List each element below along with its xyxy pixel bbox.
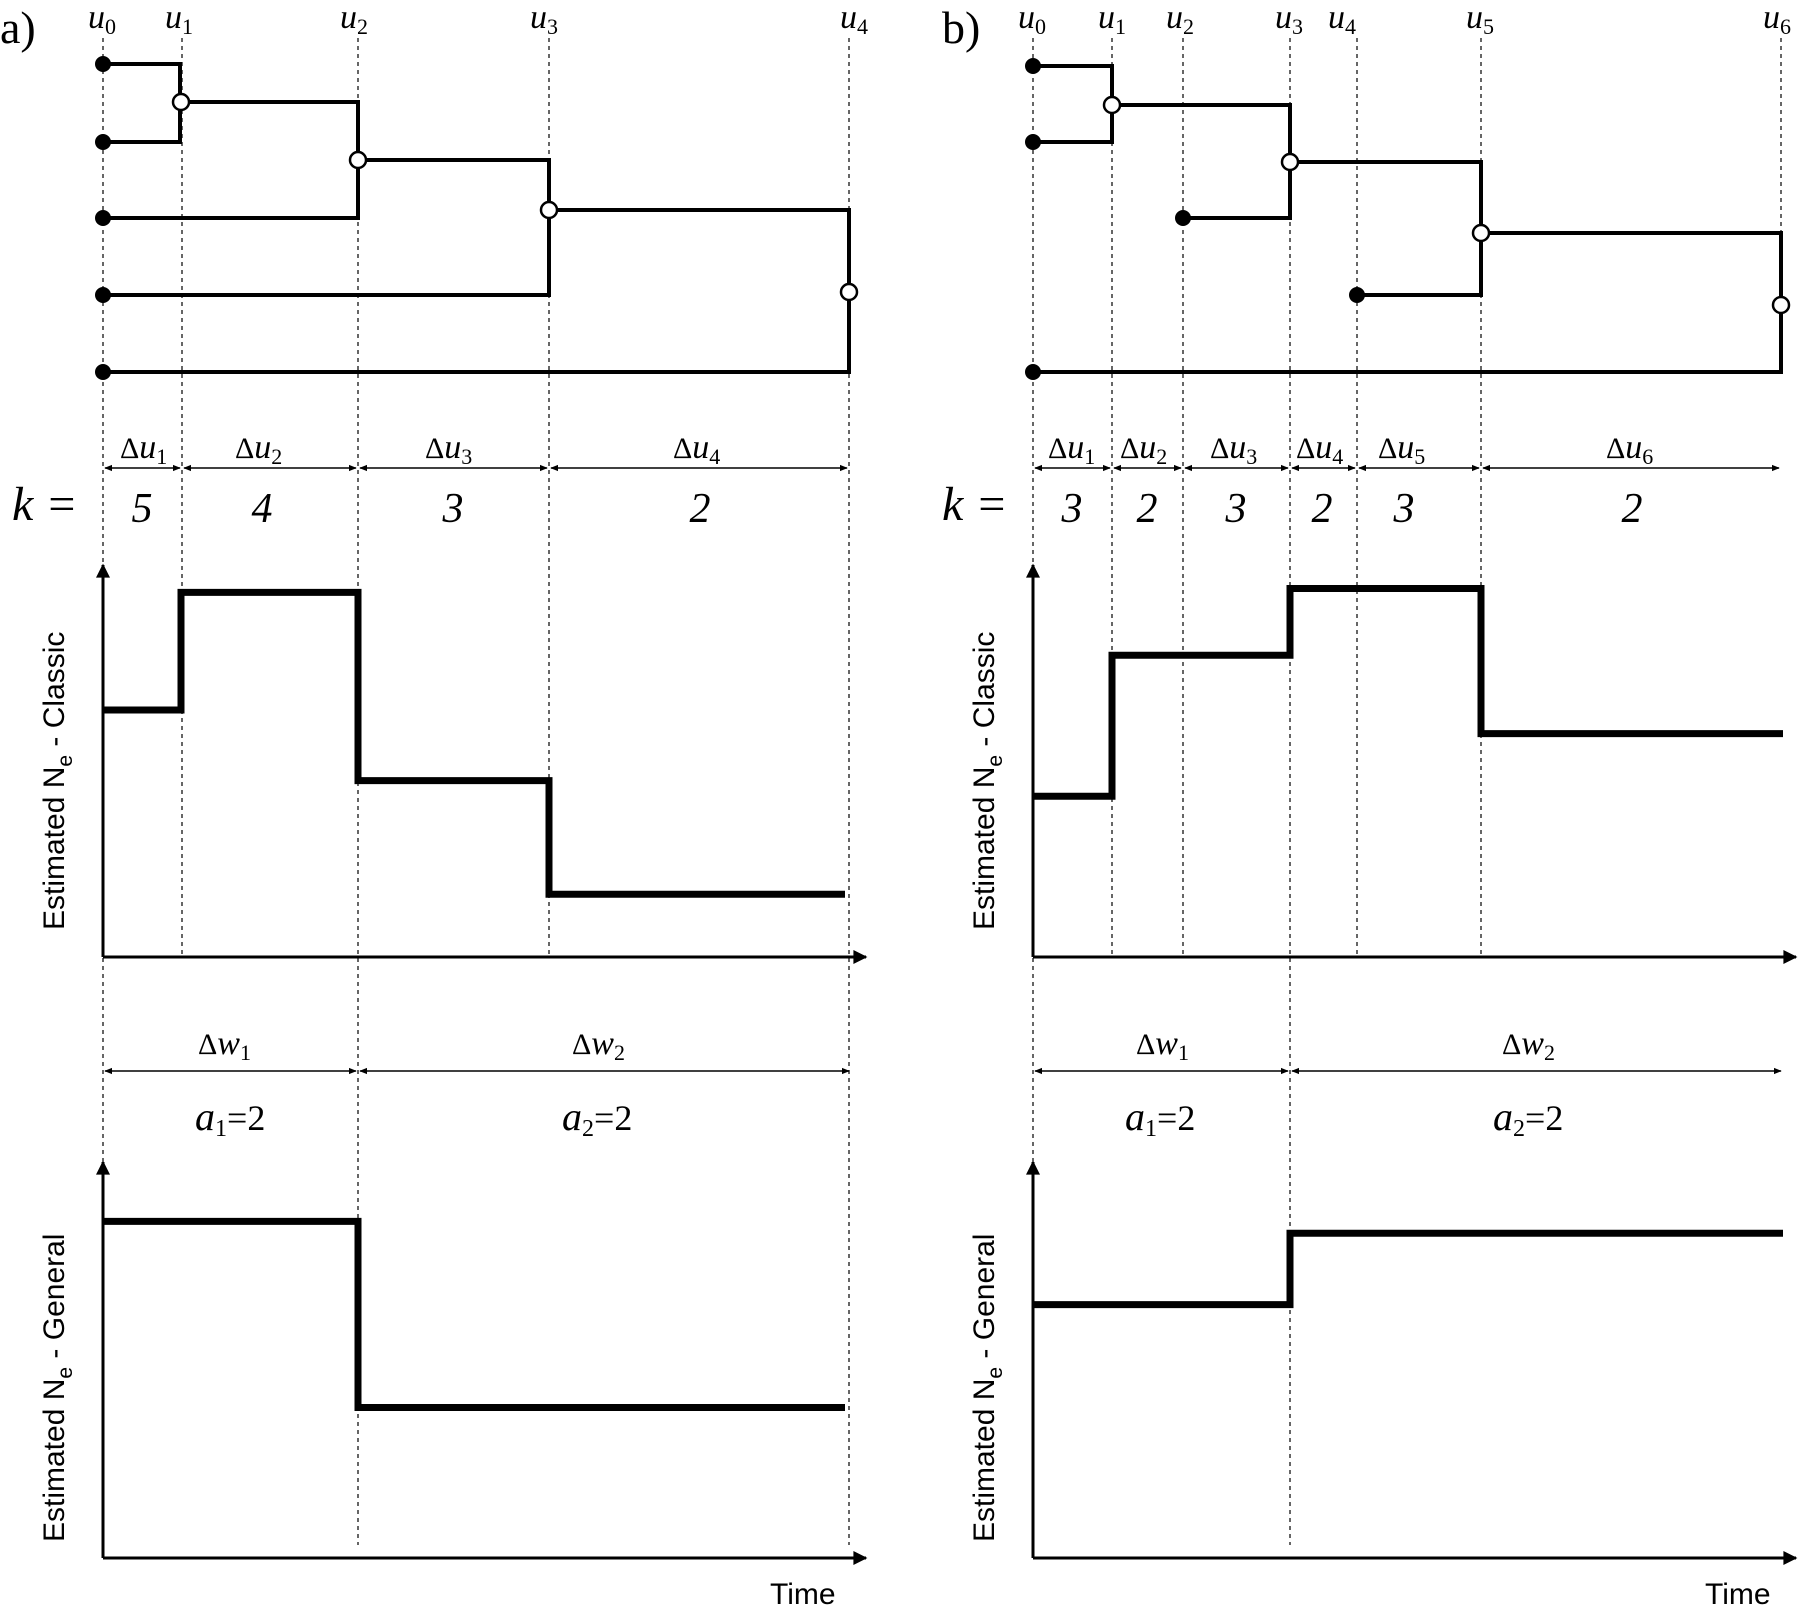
panel-b-time-labels: u0 u1 u2 u3 u4 u5 u6	[1018, 0, 1791, 39]
k-value: 2	[1312, 486, 1333, 532]
general-step-line	[1033, 1229, 1783, 1309]
panel-b-classic-axes	[1026, 563, 1798, 964]
k-equals-label: k =	[942, 478, 1008, 531]
panel-a: a) u0 u1 u2 u3 u4	[0, 0, 868, 1605]
panel-a-interval-labels: Δu1 Δu2 Δu3 Δu4	[120, 429, 720, 469]
panel-a-genealogy-tree	[95, 56, 859, 380]
w-interval-label: Δw2	[1502, 1025, 1555, 1065]
a-value-label: a1=2	[195, 1094, 265, 1142]
coalescent-node	[171, 92, 191, 112]
k-value: 5	[132, 486, 153, 532]
sample-nodes	[1025, 58, 1365, 380]
panel-a-a-values: a1=2 a2=2	[195, 1094, 632, 1142]
general-step-line	[103, 1217, 845, 1411]
sample-node	[1025, 364, 1041, 380]
coalescent-node	[1280, 152, 1300, 172]
k-equals-label: k =	[12, 478, 78, 531]
x-axis-label-time: Time	[770, 1578, 836, 1605]
coalescent-node	[1471, 223, 1491, 243]
coalescent-nodes	[171, 92, 859, 302]
panel-a-guides	[102, 38, 850, 1545]
panel-a-k-values: 5 4 3 2	[132, 486, 711, 532]
coalescent-nodes	[1102, 95, 1791, 315]
k-value: 4	[252, 486, 273, 532]
time-label-u2: u2	[340, 0, 368, 39]
panel-b-genealogy-tree	[1025, 58, 1791, 380]
k-value: 2	[1137, 486, 1158, 532]
coalescent-node	[1771, 295, 1791, 315]
time-label-u1: u1	[1098, 0, 1126, 39]
k-value: 2	[690, 486, 711, 532]
panel-a-label: a)	[0, 2, 36, 53]
interval-label: Δu4	[1296, 429, 1343, 469]
coalescent-node	[1102, 95, 1122, 115]
sample-node	[1025, 58, 1041, 74]
sample-node	[1025, 134, 1041, 150]
k-value: 3	[442, 486, 464, 532]
k-value: 2	[1622, 486, 1643, 532]
interval-label: Δu2	[235, 429, 282, 469]
time-label-u2: u2	[1166, 0, 1194, 39]
coalescent-node	[348, 150, 368, 170]
panel-b-k-values: 3 2 3 2 3 2	[1061, 486, 1643, 532]
interval-label: Δu1	[1048, 429, 1095, 469]
sample-node	[95, 134, 111, 150]
interval-label: Δu2	[1120, 429, 1167, 469]
interval-label: Δu5	[1378, 429, 1425, 469]
time-label-u4: u4	[840, 0, 868, 39]
w-interval-label: Δw2	[572, 1025, 625, 1065]
interval-label: Δu6	[1606, 429, 1653, 469]
coalescent-node	[839, 282, 859, 302]
panel-a-time-labels: u0 u1 u2 u3 u4	[88, 0, 868, 39]
coalescent-node	[539, 200, 559, 220]
a-value-label: a1=2	[1125, 1094, 1195, 1142]
a-value-label: a2=2	[562, 1094, 632, 1142]
general-y-axis-label: Estimated Ne - General	[38, 1234, 77, 1542]
k-value: 3	[1225, 486, 1247, 532]
panel-b: b) u0 u1 u2 u3 u4 u5 u6	[942, 0, 1798, 1605]
time-label-u1: u1	[165, 0, 193, 39]
sample-node	[1175, 210, 1191, 226]
panel-b-interval-labels: Δu1 Δu2 Δu3 Δu4 Δu5 Δu6	[1048, 429, 1653, 469]
k-value: 3	[1393, 486, 1415, 532]
panel-b-general-axes	[1026, 1160, 1798, 1565]
panel-b-a-values: a1=2 a2=2	[1125, 1094, 1563, 1142]
time-label-u4: u4	[1328, 0, 1356, 39]
interval-label: Δu4	[673, 429, 720, 469]
sample-node	[95, 287, 111, 303]
general-y-axis-label: Estimated Ne - General	[968, 1234, 1007, 1542]
interval-label: Δu3	[1210, 429, 1257, 469]
w-interval-label: Δw1	[198, 1025, 251, 1065]
classic-step-line	[1033, 585, 1783, 800]
panel-b-label: b)	[942, 2, 980, 53]
panel-b-w-labels: Δw1 Δw2	[1136, 1025, 1555, 1065]
sample-nodes	[95, 56, 111, 380]
sample-node	[1349, 287, 1365, 303]
panel-a-classic-axes	[96, 563, 868, 964]
sample-node	[95, 364, 111, 380]
classic-step-line	[103, 588, 845, 898]
a-value-label: a2=2	[1493, 1094, 1563, 1142]
panel-b-guides	[1032, 38, 1782, 1545]
time-label-u6: u6	[1763, 0, 1791, 39]
time-label-u0: u0	[88, 0, 116, 39]
x-axis-label-time: Time	[1705, 1578, 1771, 1605]
panel-a-general-axes	[96, 1160, 868, 1565]
interval-label: Δu1	[120, 429, 167, 469]
panel-a-w-labels: Δw1 Δw2	[198, 1025, 625, 1065]
sample-node	[95, 56, 111, 72]
time-label-u3: u3	[530, 0, 558, 39]
time-label-u5: u5	[1466, 0, 1494, 39]
classic-y-axis-label: Estimated Ne - Classic	[968, 632, 1007, 930]
w-interval-label: Δw1	[1136, 1025, 1189, 1065]
classic-y-axis-label: Estimated Ne - Classic	[38, 632, 77, 930]
time-label-u0: u0	[1018, 0, 1046, 39]
time-label-u3: u3	[1275, 0, 1303, 39]
sample-node	[95, 210, 111, 226]
interval-label: Δu3	[425, 429, 472, 469]
k-value: 3	[1061, 486, 1083, 532]
